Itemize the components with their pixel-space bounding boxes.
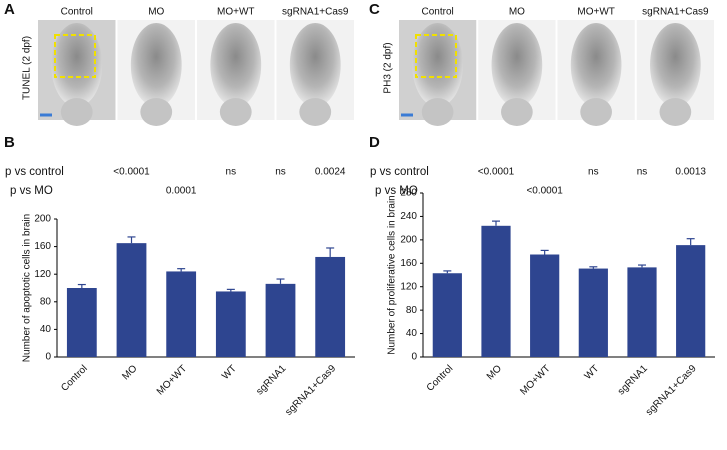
p-row-label: p vs control <box>370 166 429 178</box>
y-tick-label: 80 <box>40 296 52 307</box>
y-tick-label: 0 <box>411 352 417 363</box>
y-tick-label: 0 <box>45 352 51 363</box>
panel-letter: D <box>369 134 380 151</box>
embryo-body <box>501 98 533 126</box>
p-value: 0.0024 <box>315 167 346 178</box>
bar <box>481 225 511 357</box>
bar <box>676 245 706 357</box>
bar <box>166 271 197 357</box>
p-value: ns <box>275 167 286 178</box>
x-tick-label: MO+WT <box>518 363 552 397</box>
y-tick-label: 200 <box>34 214 51 225</box>
bar <box>432 273 462 357</box>
embryo-body <box>140 98 173 126</box>
p-row-label: p vs control <box>5 166 64 178</box>
embryo-head <box>51 23 103 107</box>
roi-box <box>54 34 96 78</box>
bar <box>215 291 246 357</box>
y-axis-label: Number of proliferative cells in brain <box>387 195 398 355</box>
bar <box>265 283 296 357</box>
p-value: <0.0001 <box>478 167 515 178</box>
y-tick-label: 40 <box>40 324 52 335</box>
embryo-head <box>130 23 182 107</box>
y-axis-label: Number of apoptotic cells in brain <box>22 214 33 362</box>
embryo-head <box>412 23 463 107</box>
stain-label: TUNEL (2 dpf) <box>22 36 33 100</box>
image-label: MO <box>509 7 525 18</box>
x-tick-label: MO <box>120 363 139 382</box>
x-tick-label: Control <box>59 363 90 394</box>
p-value: 0.0013 <box>675 167 706 178</box>
p-value: ns <box>226 167 237 178</box>
bar <box>578 268 608 357</box>
p-value: <0.0001 <box>526 186 563 197</box>
x-tick-label: WT <box>220 363 239 382</box>
y-tick-label: 160 <box>34 241 51 252</box>
bar <box>315 256 346 357</box>
p-value: ns <box>637 167 648 178</box>
bar <box>627 267 657 357</box>
embryo-body <box>60 98 93 126</box>
image-label: MO+WT <box>577 7 615 18</box>
bar <box>66 288 97 357</box>
p-value: ns <box>588 167 599 178</box>
panel-letter: B <box>4 134 15 151</box>
roi-box <box>415 34 457 78</box>
embryo-body <box>421 98 454 126</box>
image-label: Control <box>61 7 93 18</box>
x-tick-label: sgRNA1+Cas9 <box>644 363 699 418</box>
p-row-label: p vs MO <box>10 185 53 197</box>
embryo-body <box>219 98 252 126</box>
bar <box>116 243 147 357</box>
embryo-head <box>650 23 701 107</box>
image-label: sgRNA1+Cas9 <box>282 7 349 18</box>
panel-letter: C <box>369 1 380 18</box>
embryo-body <box>659 98 692 126</box>
y-tick-label: 120 <box>34 269 51 280</box>
embryo-head <box>289 23 341 107</box>
y-tick-label: 200 <box>400 234 417 245</box>
embryo-head <box>491 23 543 107</box>
embryo-body <box>580 98 612 126</box>
y-tick-label: 280 <box>400 188 417 199</box>
y-tick-label: 80 <box>406 305 418 316</box>
x-tick-label: sgRNA1 <box>616 363 650 397</box>
y-tick-label: 120 <box>400 281 417 292</box>
p-value: <0.0001 <box>113 167 150 178</box>
y-tick-label: 240 <box>400 211 417 222</box>
x-tick-label: sgRNA1+Cas9 <box>283 363 338 418</box>
stain-label: PH3 (2 dpf) <box>383 42 394 93</box>
image-label: sgRNA1+Cas9 <box>642 7 709 18</box>
embryo-body <box>299 98 332 126</box>
p-row-label: p vs MO <box>375 185 418 197</box>
x-tick-label: MO+WT <box>155 363 189 397</box>
x-tick-label: WT <box>583 363 602 382</box>
y-tick-label: 160 <box>400 258 417 269</box>
bar <box>530 254 560 357</box>
x-tick-label: Control <box>425 363 456 394</box>
image-label: MO <box>148 7 164 18</box>
embryo-head <box>210 23 262 107</box>
y-tick-label: 40 <box>406 328 418 339</box>
x-tick-label: MO <box>485 363 504 382</box>
p-value: 0.0001 <box>166 186 197 197</box>
image-label: Control <box>422 7 454 18</box>
image-label: MO+WT <box>217 7 255 18</box>
panel-letter: A <box>4 1 15 18</box>
x-tick-label: sgRNA1 <box>254 363 288 397</box>
embryo-head <box>570 23 622 107</box>
